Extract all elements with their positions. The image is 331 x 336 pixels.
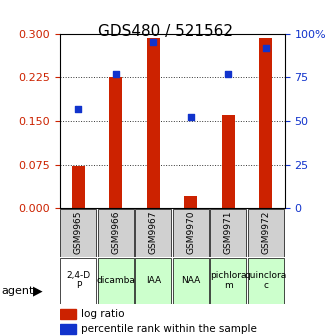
Bar bbox=[109, 77, 122, 208]
Text: GDS480 / 521562: GDS480 / 521562 bbox=[98, 24, 233, 39]
Text: GSM9972: GSM9972 bbox=[261, 211, 270, 254]
FancyBboxPatch shape bbox=[211, 209, 246, 257]
Point bbox=[188, 115, 194, 120]
Text: GSM9971: GSM9971 bbox=[224, 211, 233, 254]
FancyBboxPatch shape bbox=[60, 257, 96, 304]
Text: pichlora
m: pichlora m bbox=[210, 271, 247, 290]
Text: dicamba: dicamba bbox=[96, 276, 135, 285]
Text: IAA: IAA bbox=[146, 276, 161, 285]
Text: GSM9965: GSM9965 bbox=[74, 211, 83, 254]
Bar bbox=[60, 309, 76, 319]
Point bbox=[151, 40, 156, 45]
FancyBboxPatch shape bbox=[135, 257, 171, 304]
Bar bbox=[72, 166, 85, 208]
Text: GSM9966: GSM9966 bbox=[111, 211, 120, 254]
FancyBboxPatch shape bbox=[173, 209, 209, 257]
FancyBboxPatch shape bbox=[211, 257, 246, 304]
Point bbox=[76, 106, 81, 112]
FancyBboxPatch shape bbox=[173, 257, 209, 304]
Text: GSM9967: GSM9967 bbox=[149, 211, 158, 254]
Text: quinclora
c: quinclora c bbox=[245, 271, 287, 290]
FancyBboxPatch shape bbox=[98, 209, 134, 257]
Text: NAA: NAA bbox=[181, 276, 201, 285]
Text: log ratio: log ratio bbox=[81, 309, 125, 319]
FancyBboxPatch shape bbox=[98, 257, 134, 304]
Bar bbox=[222, 115, 235, 208]
Bar bbox=[260, 38, 272, 208]
FancyBboxPatch shape bbox=[248, 209, 284, 257]
Text: percentile rank within the sample: percentile rank within the sample bbox=[81, 324, 257, 334]
Point bbox=[226, 71, 231, 77]
FancyBboxPatch shape bbox=[60, 209, 96, 257]
Text: 2,4-D
P: 2,4-D P bbox=[66, 271, 90, 290]
Point bbox=[113, 71, 118, 77]
Text: GSM9970: GSM9970 bbox=[186, 211, 195, 254]
Bar bbox=[147, 38, 160, 208]
Bar bbox=[184, 196, 198, 208]
FancyBboxPatch shape bbox=[248, 257, 284, 304]
Point bbox=[263, 45, 268, 50]
Bar bbox=[60, 324, 76, 335]
Text: ▶: ▶ bbox=[33, 284, 43, 297]
Text: agent: agent bbox=[2, 286, 34, 296]
FancyBboxPatch shape bbox=[135, 209, 171, 257]
